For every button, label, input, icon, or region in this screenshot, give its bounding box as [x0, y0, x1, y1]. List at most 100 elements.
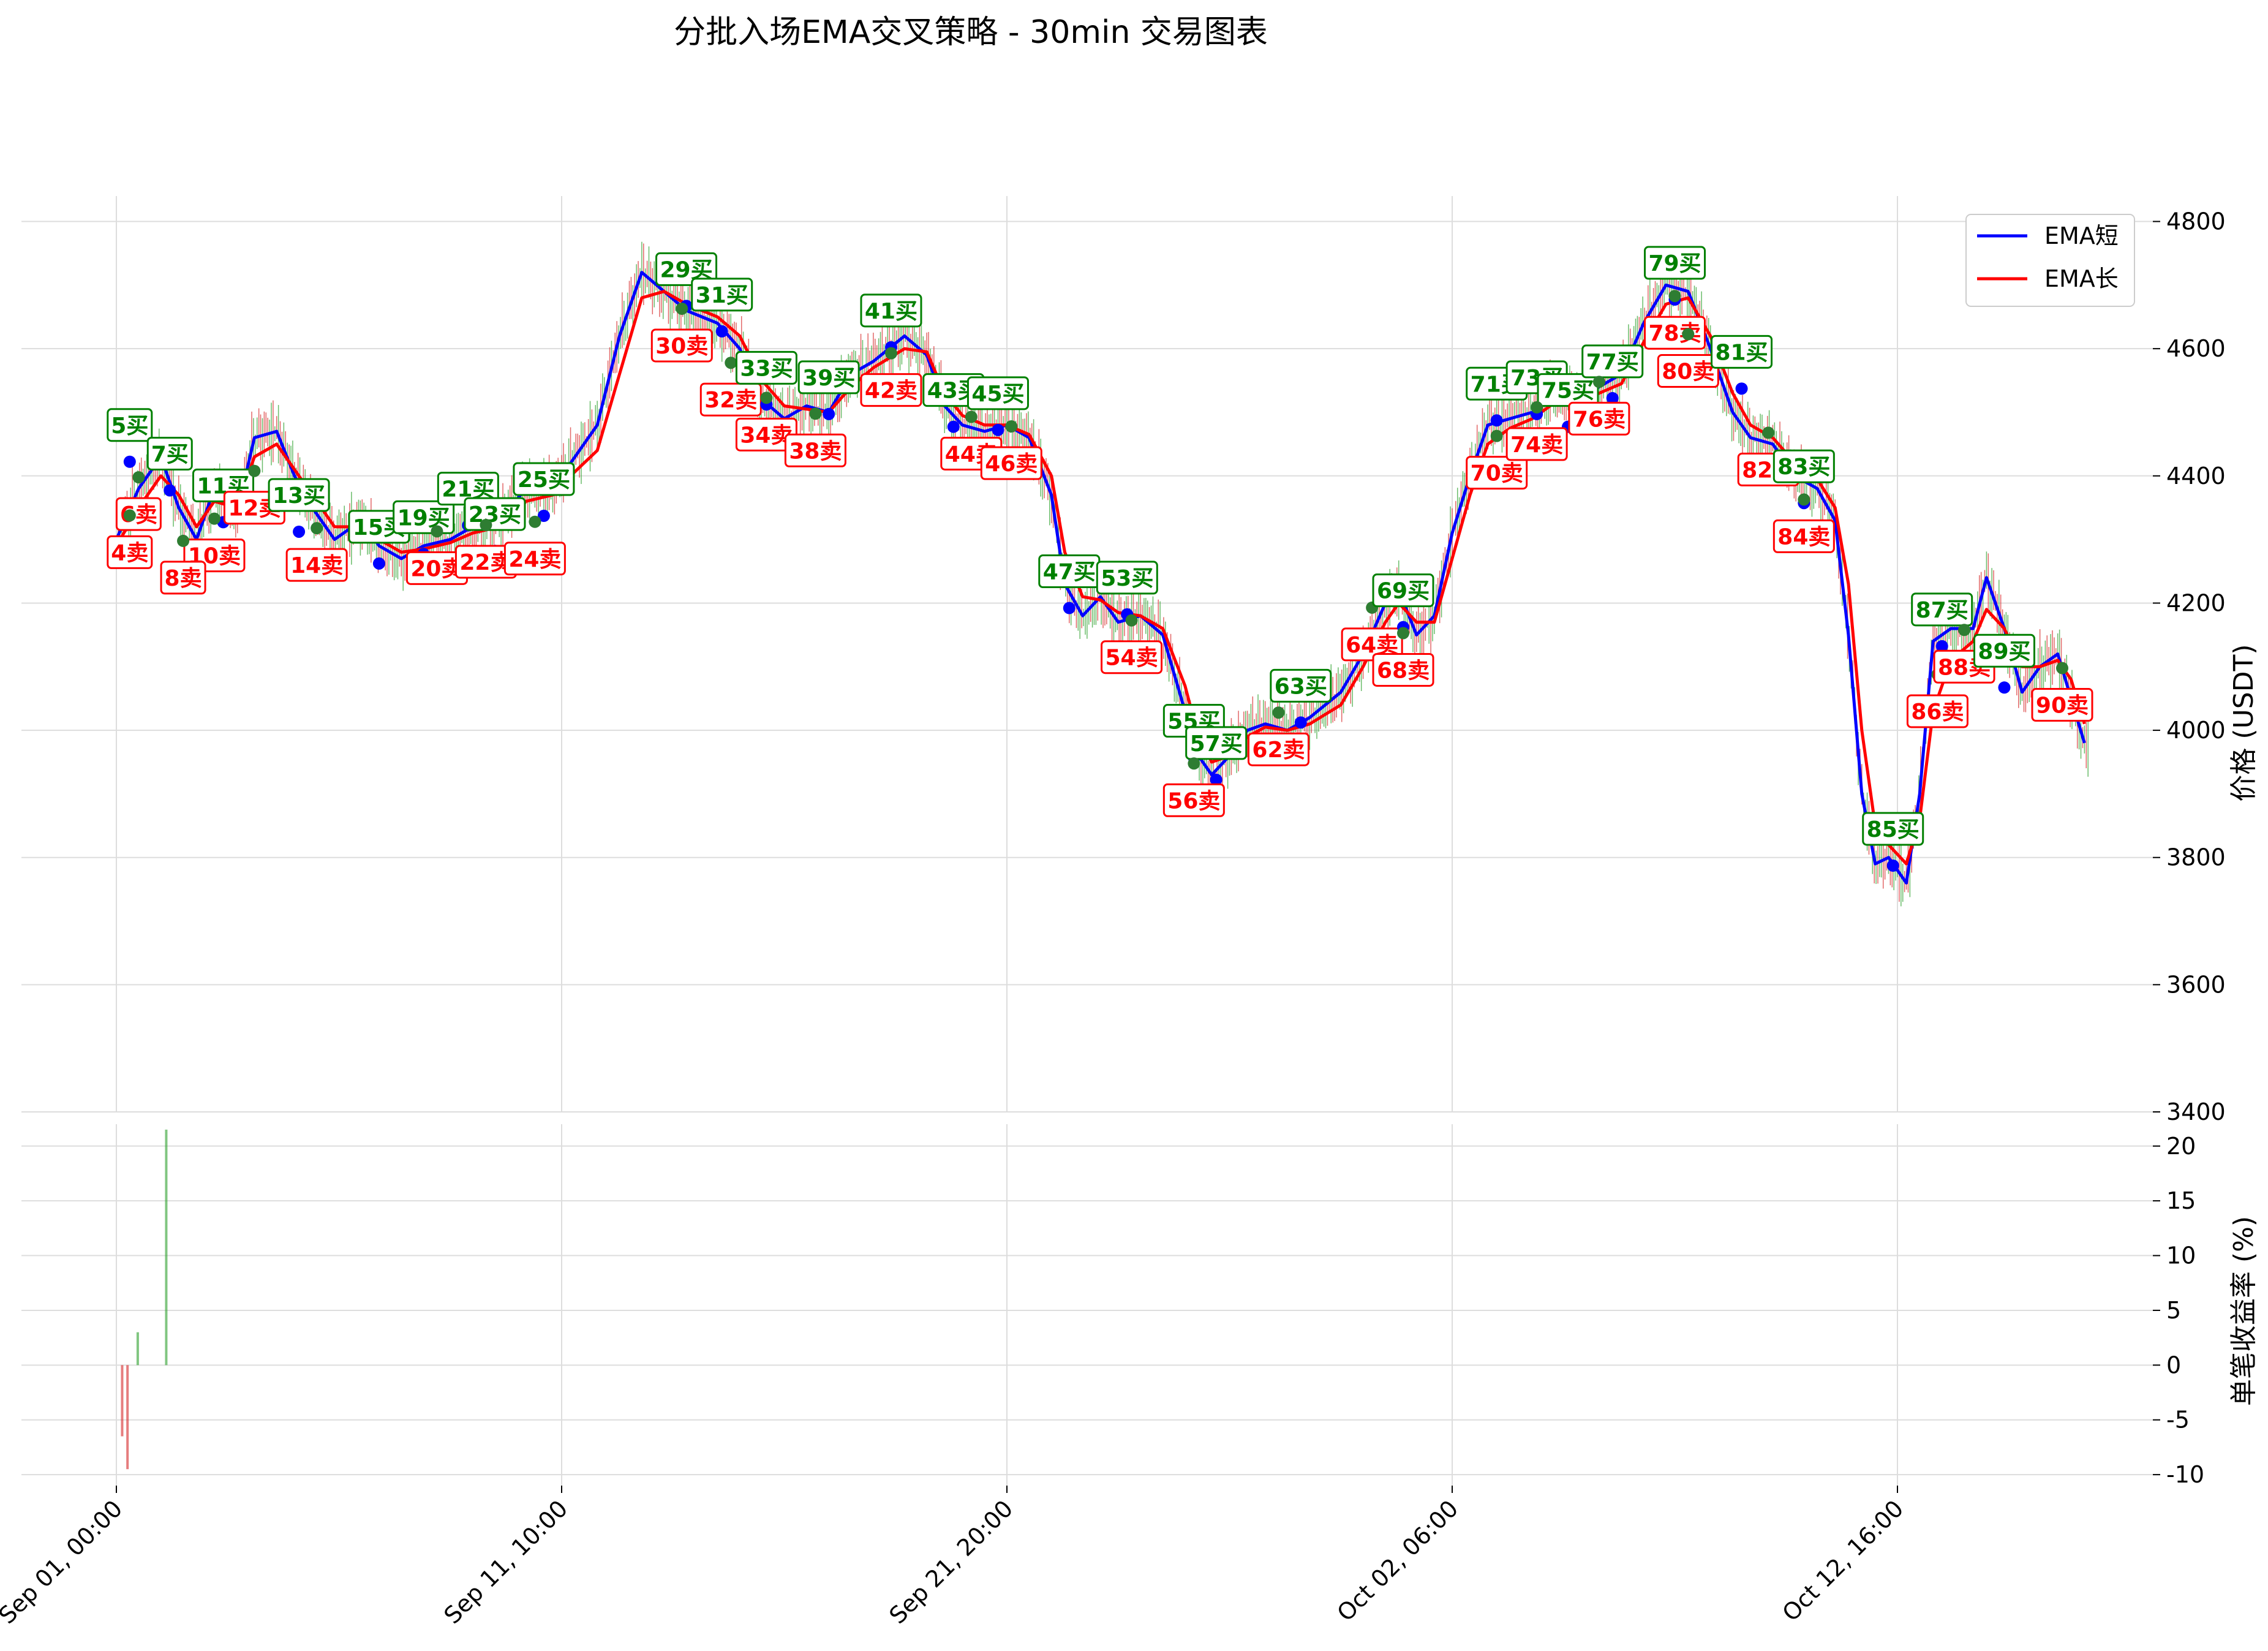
- buy-signal-box: [1911, 592, 1973, 627]
- price-tick-label: 4800: [2166, 208, 2226, 235]
- buy-signal-label: 83买: [1777, 455, 1830, 480]
- signal-dot: [431, 525, 443, 538]
- x-tick-label: Oct 02, 06:00: [1332, 1495, 1464, 1626]
- signal-dot: [132, 471, 145, 484]
- buy-signal-box: [1711, 334, 1773, 369]
- buy-signal-box: [1644, 246, 1706, 280]
- legend: EMA短 EMA长: [1965, 214, 2135, 307]
- signal-dot: [1531, 401, 1543, 414]
- sell-signal-box: [1906, 694, 1968, 728]
- buy-signal-box: [1973, 633, 2035, 668]
- signal-dot: [676, 302, 688, 315]
- return-tick-label: 0: [2166, 1351, 2181, 1378]
- buy-signal-box: [393, 500, 455, 534]
- signal-dot: [1397, 627, 1410, 640]
- sell-signal-label: 54卖: [1106, 646, 1158, 671]
- signal-dot: [1125, 614, 1138, 627]
- signal-dot: [123, 455, 136, 468]
- buy-signal-label: 45买: [971, 382, 1024, 407]
- buy-signal-box: [464, 497, 526, 531]
- price-tick-label: 4400: [2166, 463, 2226, 489]
- sell-signal-box: [1466, 456, 1528, 490]
- chart-title: 分批入场EMA交叉策略 - 30min 交易图表: [674, 14, 1268, 51]
- buy-signal-label: 81买: [1715, 340, 1768, 365]
- buy-signal-box: [146, 436, 193, 470]
- buy-signal-box: [268, 478, 330, 512]
- sell-signal-box: [107, 535, 153, 569]
- buy-signal-label: 79买: [1648, 251, 1701, 276]
- sell-signal-box: [1341, 627, 1403, 662]
- x-tick-label: Sep 21, 20:00: [884, 1495, 1018, 1629]
- signal-dot: [1490, 429, 1503, 442]
- sell-signal-label: 42卖: [865, 379, 917, 404]
- signal-dot: [823, 407, 835, 420]
- price-tick-label: 4000: [2166, 717, 2226, 744]
- buy-signal-label: 69买: [1377, 579, 1430, 604]
- buy-signal-label: 63买: [1275, 674, 1327, 699]
- sell-signal-label: 90卖: [2036, 693, 2089, 719]
- sell-signal-label: 80卖: [1662, 360, 1714, 385]
- buy-signal-box: [513, 462, 575, 496]
- buy-signal-box: [966, 376, 1029, 410]
- sell-signal-label: 74卖: [1510, 433, 1563, 458]
- sell-signal-box: [285, 548, 348, 582]
- buy-signal-label: 23买: [469, 502, 521, 527]
- price-tick-label: 3600: [2166, 971, 2226, 998]
- signal-dot: [1886, 860, 1899, 872]
- return-bar: [126, 1365, 129, 1470]
- price-tick-label: 3400: [2166, 1098, 2226, 1125]
- return-tick-label: -5: [2166, 1407, 2190, 1434]
- buy-signal-box: [1270, 668, 1332, 703]
- buy-signal-label: 47买: [1043, 560, 1096, 585]
- sell-signal-box: [503, 542, 566, 576]
- sell-signal-label: 76卖: [1573, 407, 1626, 432]
- sell-signal-box: [1568, 401, 1630, 436]
- signal-dot: [480, 518, 492, 531]
- signal-dot: [947, 420, 960, 433]
- signal-dot: [208, 512, 220, 525]
- sell-signal-box: [784, 433, 846, 467]
- return-bar: [165, 1129, 168, 1366]
- return-axis-label: 单笔收益率 (%): [2228, 1216, 2259, 1406]
- signal-dot: [2055, 662, 2068, 674]
- signal-dot: [1188, 757, 1200, 770]
- sell-signal-label: 32卖: [704, 388, 757, 413]
- return-panel: -10 -5 0 5 10 15 20 单笔收益率 (%): [21, 1124, 2259, 1488]
- sell-signal-label: 34卖: [740, 423, 793, 448]
- buy-signal-box: [1773, 449, 1835, 483]
- buy-signal-label: 19买: [397, 505, 450, 531]
- signal-dot: [529, 515, 541, 528]
- sell-signal-label: 38卖: [789, 439, 842, 464]
- buy-signal-label: 85买: [1867, 817, 1920, 842]
- buy-signal-box: [107, 408, 153, 442]
- signal-dot: [1798, 493, 1810, 506]
- ema-short-line: [115, 271, 2086, 885]
- sell-signal-box: [2031, 688, 2093, 722]
- signal-dot: [248, 464, 261, 477]
- signal-dot: [1998, 681, 2011, 694]
- buy-signal-box: [691, 278, 753, 312]
- sell-signal-label: 24卖: [508, 547, 561, 572]
- return-tick-label: -10: [2166, 1461, 2204, 1488]
- buy-signal-label: 57买: [1190, 731, 1243, 757]
- return-tick-label: 20: [2166, 1133, 2196, 1160]
- return-bar: [136, 1332, 139, 1366]
- sell-signal-label: 70卖: [1471, 461, 1523, 486]
- signal-dot: [1682, 328, 1695, 341]
- sell-signal-box: [1644, 315, 1706, 350]
- signal-dot: [1272, 706, 1285, 719]
- sell-signal-box: [1247, 732, 1309, 766]
- buy-signal-label: 87买: [1916, 598, 1968, 623]
- signal-dot: [725, 357, 737, 369]
- sell-signal-label: 14卖: [290, 553, 343, 578]
- x-tick-label: Sep 11, 10:00: [439, 1495, 573, 1629]
- buy-signal-label: 13买: [273, 483, 325, 508]
- signal-dot: [1668, 290, 1681, 303]
- legend-label: EMA长: [2044, 265, 2119, 292]
- signal-dot: [293, 525, 306, 538]
- sell-signal-label: 46卖: [985, 451, 1038, 477]
- legend-label: EMA短: [2044, 222, 2119, 249]
- buy-signal-box: [1185, 726, 1248, 760]
- sell-signal-box: [980, 446, 1042, 480]
- buy-signal-label: 41买: [865, 299, 917, 324]
